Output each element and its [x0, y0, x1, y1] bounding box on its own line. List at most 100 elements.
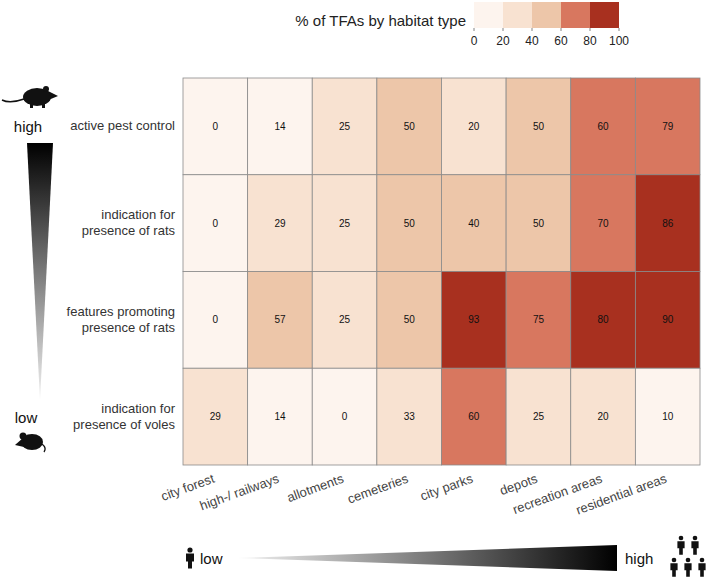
colorbar-segment — [590, 2, 619, 28]
colorbar-tick-label: 80 — [583, 34, 597, 48]
vole-tail — [42, 444, 45, 452]
cell-label: 70 — [598, 218, 610, 229]
cell — [442, 175, 507, 272]
colorbar-segment — [503, 2, 532, 28]
cell — [506, 368, 571, 465]
cell-label: 60 — [468, 411, 480, 422]
colorbar-title: % of TFAs by habitat type — [295, 12, 466, 29]
row-label: indication forpresence of voles — [73, 401, 176, 432]
rat-icon — [2, 86, 58, 108]
rat-leg — [30, 103, 33, 108]
person-head — [679, 536, 684, 541]
cell — [571, 368, 636, 465]
colorbar-tick — [474, 28, 475, 31]
cell-label: 50 — [533, 121, 545, 132]
cell — [635, 78, 700, 175]
colorbar-tick — [532, 28, 533, 31]
cell — [248, 272, 313, 369]
cell-label: 50 — [404, 218, 416, 229]
colorbar-segment — [474, 2, 503, 28]
person-head — [700, 558, 705, 563]
cell-label: 25 — [339, 314, 351, 325]
row-label-line: indication for — [101, 207, 175, 222]
cell — [377, 78, 442, 175]
cell — [506, 175, 571, 272]
cell-label: 25 — [339, 121, 351, 132]
vole-head — [15, 438, 24, 447]
row-label: indication forpresence of rats — [82, 207, 176, 238]
person-body — [186, 554, 194, 569]
cell — [571, 272, 636, 369]
person-body — [684, 563, 691, 577]
cell — [312, 175, 377, 272]
column-label: cemeteries — [345, 471, 410, 507]
cell — [635, 368, 700, 465]
cell — [312, 272, 377, 369]
cell-label: 20 — [598, 411, 610, 422]
cell — [442, 78, 507, 175]
cell — [506, 78, 571, 175]
person-body — [670, 563, 677, 577]
cell — [248, 78, 313, 175]
people-icon — [670, 536, 705, 577]
cell-label: 80 — [598, 314, 610, 325]
cell-label: 79 — [662, 121, 674, 132]
row-label-line: features promoting — [67, 304, 175, 319]
cell — [571, 175, 636, 272]
cell-label: 75 — [533, 314, 545, 325]
row-label: active pest control — [70, 118, 175, 133]
column-label: city parks — [418, 471, 475, 504]
rat-tail — [2, 99, 24, 102]
person-icon — [186, 547, 194, 568]
row-label-line: presence of rats — [82, 320, 176, 335]
cell-label: 29 — [274, 218, 286, 229]
cells — [183, 78, 700, 465]
person-body — [691, 541, 698, 555]
cell — [377, 175, 442, 272]
cell — [183, 272, 248, 369]
cell — [377, 272, 442, 369]
person-head — [187, 547, 192, 552]
cell — [442, 272, 507, 369]
row-label-line: indication for — [101, 401, 175, 416]
cell — [442, 368, 507, 465]
vole-icon — [15, 433, 45, 453]
chart: 0142550205060790292550405070860572550937… — [0, 0, 709, 586]
person-head — [672, 558, 677, 563]
cell-label: 50 — [404, 314, 416, 325]
cell-label: 57 — [274, 314, 286, 325]
cell-label: 90 — [662, 314, 674, 325]
colorbar-tick-label: 100 — [609, 34, 629, 48]
cell — [571, 78, 636, 175]
cell-label: 33 — [404, 411, 416, 422]
cell-label: 50 — [404, 121, 416, 132]
cell — [183, 175, 248, 272]
colorbar-tick — [561, 28, 562, 31]
column-label: allotments — [285, 471, 346, 506]
colorbar-tick — [619, 28, 620, 31]
row-label-line: presence of voles — [73, 417, 175, 432]
cell — [635, 272, 700, 369]
colorbar-tick-label: 60 — [554, 34, 568, 48]
cell — [312, 78, 377, 175]
rat-ear — [43, 86, 49, 92]
rat-leg — [42, 103, 45, 108]
gradient-wedge — [27, 143, 53, 400]
cell-label: 86 — [662, 218, 674, 229]
person-body — [698, 563, 705, 577]
row-label-line: presence of rats — [82, 223, 176, 238]
person-head — [686, 558, 691, 563]
cell-label: 0 — [213, 121, 219, 132]
row-label: features promotingpresence of rats — [67, 304, 176, 335]
cell-label: 40 — [468, 218, 480, 229]
cell-label: 0 — [213, 218, 219, 229]
cell — [377, 368, 442, 465]
rat-head — [46, 90, 58, 101]
cell — [183, 78, 248, 175]
cell — [312, 368, 377, 465]
cell-label: 10 — [662, 411, 674, 422]
annotation: low — [15, 409, 38, 426]
cell — [635, 175, 700, 272]
cell-label: 29 — [210, 411, 222, 422]
colorbar-tick-label: 0 — [471, 34, 478, 48]
